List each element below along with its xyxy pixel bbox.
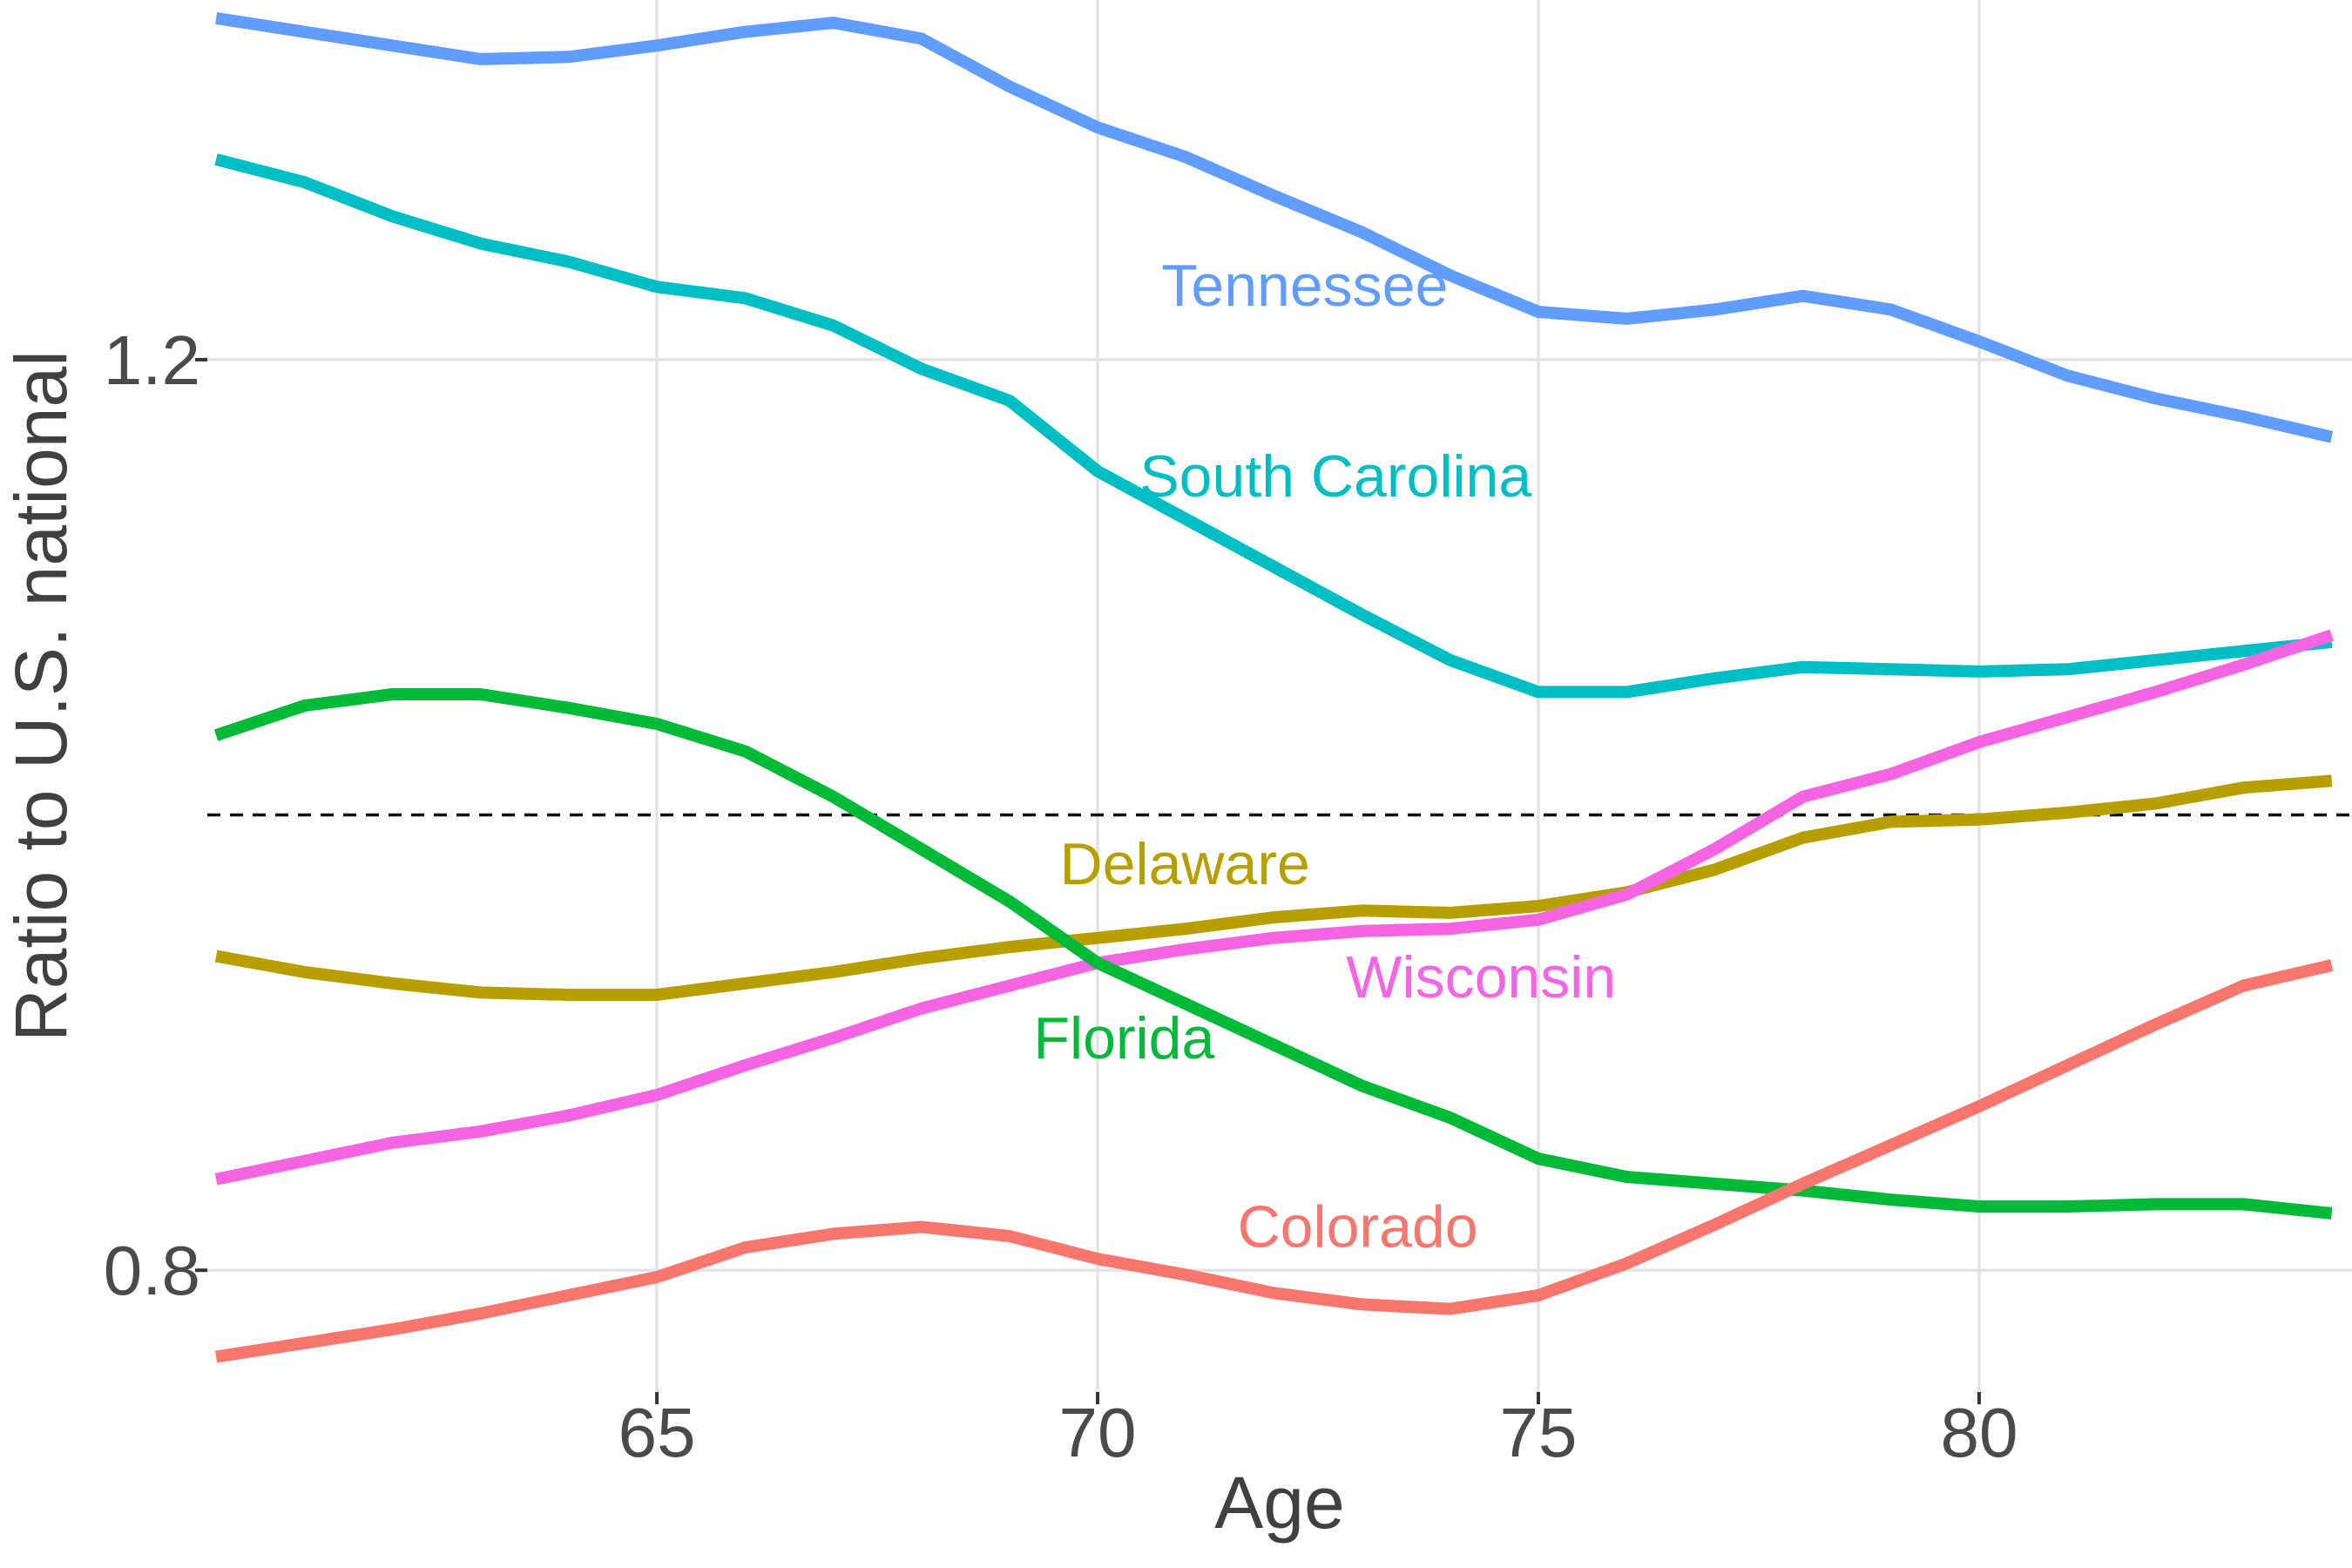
series-label-south-carolina: South Carolina <box>1139 443 1531 510</box>
series-line-tennessee <box>215 11 2334 443</box>
series-line-south-carolina <box>214 153 2333 699</box>
series-line-delaware <box>214 774 2333 1001</box>
tick-layer <box>195 357 1981 1404</box>
tick-label-layer: 65 70 75 80 0.8 1.2 <box>104 321 2018 1471</box>
series-label-colorado: Colorado <box>1238 1194 1478 1260</box>
series-line-wisconsin <box>214 629 2334 1186</box>
series-label-florida: Florida <box>1033 1005 1214 1071</box>
tick-label-y-1.2: 1.2 <box>104 321 200 399</box>
tick-label-x-70: 70 <box>1059 1394 1137 1471</box>
series-line-florida <box>213 688 2333 1220</box>
x-axis-title: Age <box>1214 1462 1344 1544</box>
tick-label-y-0.8: 0.8 <box>104 1232 200 1309</box>
y-axis-title: Ratio to U.S. national <box>0 350 82 1042</box>
tick-label-x-65: 65 <box>618 1394 696 1471</box>
tick-label-x-75: 75 <box>1500 1394 1578 1471</box>
tick-label-x-80: 80 <box>1940 1394 2017 1471</box>
series-label-wisconsin: Wisconsin <box>1346 944 1616 1010</box>
series-label-tennessee: Tennessee <box>1161 253 1448 319</box>
series-layer <box>213 11 2334 1363</box>
series-label-layer: Tennessee South Carolina Delaware Wisconsin… <box>1033 253 1616 1260</box>
series-label-delaware: Delaware <box>1060 831 1310 897</box>
series-line-colorado <box>215 959 2334 1363</box>
